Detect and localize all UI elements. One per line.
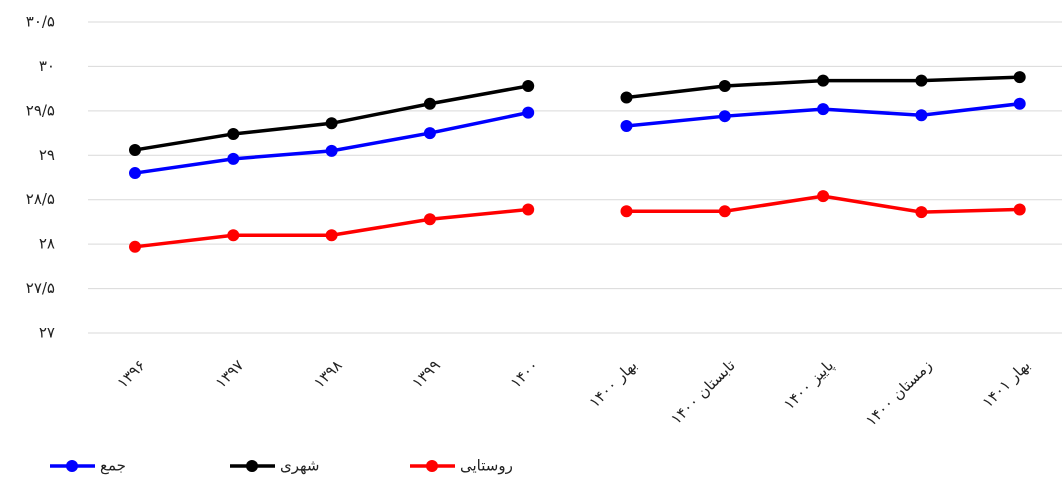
data-point bbox=[817, 103, 830, 116]
y-tick-label: ۲۷/۵ bbox=[26, 279, 55, 297]
x-tick-label: پاییز ۱۴۰۰ bbox=[780, 356, 838, 414]
y-tick-label: ۲۷ bbox=[39, 324, 55, 342]
x-tick-label: ۱۴۰۰ bbox=[507, 356, 543, 392]
data-point bbox=[325, 144, 338, 157]
data-point bbox=[620, 205, 633, 218]
data-point bbox=[817, 190, 830, 203]
data-point bbox=[423, 213, 436, 226]
series-line bbox=[134, 194, 1020, 249]
data-point bbox=[718, 79, 731, 92]
data-point bbox=[1013, 71, 1026, 84]
legend-label: روستایی bbox=[460, 457, 513, 475]
x-tick-label: ۱۳۹۶ bbox=[113, 356, 149, 392]
data-point bbox=[129, 167, 141, 180]
x-tick-label: بهار ۱۴۰۰ bbox=[585, 356, 640, 411]
data-point bbox=[325, 117, 338, 130]
series-line bbox=[134, 102, 1020, 175]
data-point bbox=[227, 127, 240, 140]
data-point bbox=[817, 74, 830, 87]
x-tick-label: ۱۳۹۸ bbox=[310, 356, 346, 392]
data-point bbox=[522, 106, 535, 119]
legend-label: شهری bbox=[280, 457, 320, 475]
data-point bbox=[227, 152, 240, 165]
legend-label: جمع bbox=[100, 457, 126, 475]
x-tick-label: ۱۳۹۹ bbox=[408, 356, 444, 392]
legend-marker bbox=[246, 460, 258, 472]
x-tick-label: ۱۳۹۷ bbox=[212, 356, 248, 392]
legend-marker bbox=[426, 460, 438, 472]
data-point bbox=[1013, 97, 1026, 110]
x-tick-label: بهار ۱۴۰۱ bbox=[979, 356, 1034, 411]
data-point bbox=[915, 109, 928, 122]
x-tick-label: تابستان ۱۴۰۰ bbox=[667, 356, 739, 428]
y-tick-label: ۲۸ bbox=[39, 235, 55, 253]
y-tick-label: ۲۸/۵ bbox=[26, 190, 55, 208]
legend-marker bbox=[66, 460, 78, 472]
data-point bbox=[129, 240, 141, 253]
data-point bbox=[915, 74, 928, 87]
data-point bbox=[423, 97, 436, 110]
data-point bbox=[227, 229, 240, 242]
y-tick-label: ۲۹ bbox=[39, 146, 55, 164]
data-point bbox=[325, 229, 338, 242]
data-point bbox=[620, 91, 633, 104]
y-tick-label: ۲۹/۵ bbox=[26, 101, 55, 119]
data-point bbox=[915, 206, 928, 219]
y-tick-label: ۳۰ bbox=[39, 57, 55, 75]
data-point bbox=[129, 143, 141, 156]
data-point bbox=[718, 205, 731, 218]
data-point bbox=[522, 79, 535, 92]
data-point bbox=[423, 127, 436, 140]
data-point bbox=[718, 110, 731, 123]
data-point bbox=[1013, 203, 1026, 216]
y-tick-label: ۳۰/۵ bbox=[26, 13, 55, 31]
data-point bbox=[522, 203, 535, 216]
data-point bbox=[620, 119, 633, 132]
x-tick-label: زمستان ۱۴۰۰ bbox=[862, 356, 935, 429]
